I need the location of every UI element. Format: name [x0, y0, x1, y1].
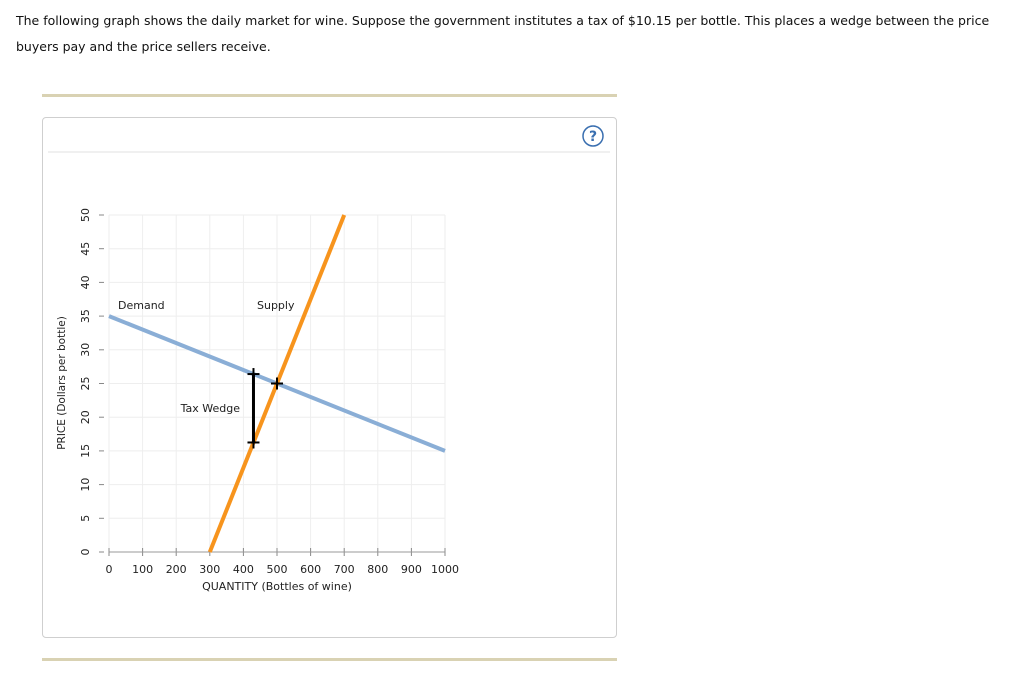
y-tick-label: 30	[79, 343, 92, 357]
help-icon[interactable]: ?	[589, 129, 597, 145]
x-tick-label: 800	[367, 563, 388, 576]
x-tick-label: 400	[233, 563, 254, 576]
help-button[interactable]	[582, 125, 604, 147]
divider	[42, 94, 617, 97]
y-tick-label: 45	[79, 242, 92, 256]
x-tick-label: 200	[166, 563, 187, 576]
x-tick-label: 300	[199, 563, 220, 576]
divider	[42, 658, 617, 661]
x-tick-label: 1000	[431, 563, 459, 576]
y-tick-label: 25	[79, 377, 92, 391]
y-tick-label: 20	[79, 410, 92, 424]
y-axis-title: PRICE (Dollars per bottle)	[56, 316, 68, 450]
x-tick-label: 0	[106, 563, 113, 576]
x-axis-title: QUANTITY (Bottles of wine)	[202, 580, 352, 593]
x-tick-label: 500	[267, 563, 288, 576]
y-tick-label: 0	[79, 549, 92, 556]
y-tick-label: 10	[79, 478, 92, 492]
y-tick-label: 50	[79, 208, 92, 222]
series-label: Supply	[257, 299, 295, 312]
x-tick-label: 100	[132, 563, 153, 576]
x-tick-label: 600	[300, 563, 321, 576]
y-tick-label: 35	[79, 309, 92, 323]
x-tick-label: 700	[334, 563, 355, 576]
marker	[247, 368, 260, 381]
x-tick-label: 900	[401, 563, 422, 576]
series-label: Tax Wedge	[180, 402, 241, 415]
marker	[247, 436, 260, 449]
y-tick-label: 40	[79, 275, 92, 289]
y-tick-label: 5	[79, 515, 92, 522]
marker	[271, 377, 283, 390]
question-text: The following graph shows the daily mark…	[16, 13, 990, 54]
graph-panel	[42, 117, 617, 638]
series-label: Demand	[118, 299, 165, 312]
y-tick-label: 15	[79, 444, 92, 458]
